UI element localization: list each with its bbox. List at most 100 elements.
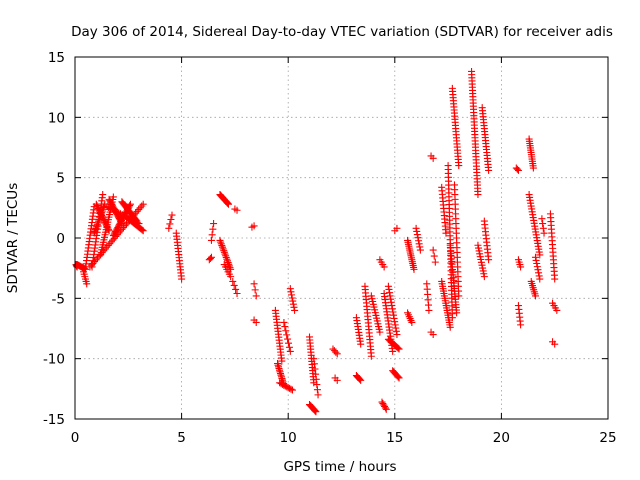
data-point-plus [381,404,389,412]
data-point-plus [429,154,437,162]
data-point-plus [165,224,173,232]
data-point-plus [106,204,114,212]
data-point-plus [378,398,386,406]
data-point-plus [218,243,226,251]
data-point-plus [357,340,365,348]
data-point-plus [93,222,101,230]
data-point-plus [125,214,133,222]
data-point-plus [87,261,95,269]
data-point-plus [233,206,241,214]
data-point-plus [416,246,424,254]
data-point-plus [517,321,525,329]
data-point-plus [290,303,298,311]
data-point-plus [312,370,320,378]
data-point-plus [135,206,143,214]
data-point-plus [92,224,100,232]
data-point-plus [252,318,260,326]
y-tick-label: -15 [43,412,65,428]
data-point-plus [551,340,559,348]
data-point-plus [310,406,318,414]
data-point-plus [133,219,141,227]
data-point-plus [535,272,543,280]
data-point-plus [222,253,230,261]
data-point-plus [286,347,294,355]
data-point-plus [222,252,230,260]
data-point-plus [289,300,297,308]
data-point-plus [357,376,365,384]
y-tick-label: -10 [43,352,65,368]
data-point-plus [104,241,112,249]
data-point-plus [332,348,340,356]
data-point-plus [367,352,375,360]
data-point-plus [250,280,258,288]
y-tick-label: 0 [56,231,65,247]
data-point-plus [533,260,541,268]
data-point-plus [121,212,129,220]
data-point-plus [430,252,438,260]
data-point-plus [278,357,286,365]
data-point-plus [207,236,215,244]
data-point-plus [251,286,259,294]
y-tick-label: 15 [48,50,65,66]
data-point-plus [390,311,398,319]
data-point-plus [376,328,384,336]
data-point-plus [221,250,229,258]
data-point-plus [217,238,225,246]
x-tick-label: 25 [599,430,616,446]
data-point-plus [553,306,561,314]
data-point-plus [207,253,215,261]
data-point-plus [284,335,292,343]
data-point-plus [288,294,296,302]
y-tick-label: 10 [48,110,65,126]
data-point-plus [381,402,389,410]
data-point-plus [385,285,393,293]
data-point-plus [382,405,390,413]
data-point-plus [233,290,241,298]
data-point-plus [485,256,493,264]
data-point-plus [99,191,107,199]
data-point-plus [128,216,136,224]
data-point-plus [289,297,297,305]
data-point-plus [94,219,102,227]
data-point-plus [390,314,398,322]
data-point-plus [393,331,401,339]
data-point-plus [138,202,146,210]
data-point-plus [229,277,237,285]
x-axis-label: GPS time / hours [283,459,396,475]
y-tick-label: 5 [56,171,65,187]
x-tick-label: 20 [493,430,510,446]
data-point-plus [538,215,546,223]
data-point-plus [168,211,176,219]
data-point-plus [551,275,559,283]
data-point-plus [107,238,115,246]
data-point-plus [539,224,547,232]
data-point-plus [532,292,540,300]
data-point-plus [118,211,126,219]
data-point-plus [93,221,101,229]
data-point-plus [285,339,293,347]
data-point-plus [312,408,320,416]
data-point-plus [224,257,232,265]
x-tick-label: 5 [177,430,186,446]
data-point-plus [138,226,146,234]
data-point-plus [386,289,394,297]
y-axis-label: SDTVAR / TECUs [5,183,21,293]
data-point-plus [485,166,493,174]
data-point-plus [379,400,387,408]
data-points [72,67,561,416]
data-point-plus [313,386,321,394]
data-point-plus [113,208,121,216]
data-point-plus [91,227,99,235]
data-point-plus [533,263,541,271]
data-point-plus [393,224,401,232]
data-point-plus [394,373,402,381]
data-point-plus [536,275,544,283]
data-point-plus [387,295,395,303]
data-point-plus [280,318,288,326]
data-point-plus [333,350,341,358]
data-point-plus [250,222,258,230]
data-point-plus [91,226,99,234]
data-point-plus [130,217,138,225]
data-point-plus [219,245,227,253]
data-point-plus [252,292,260,300]
